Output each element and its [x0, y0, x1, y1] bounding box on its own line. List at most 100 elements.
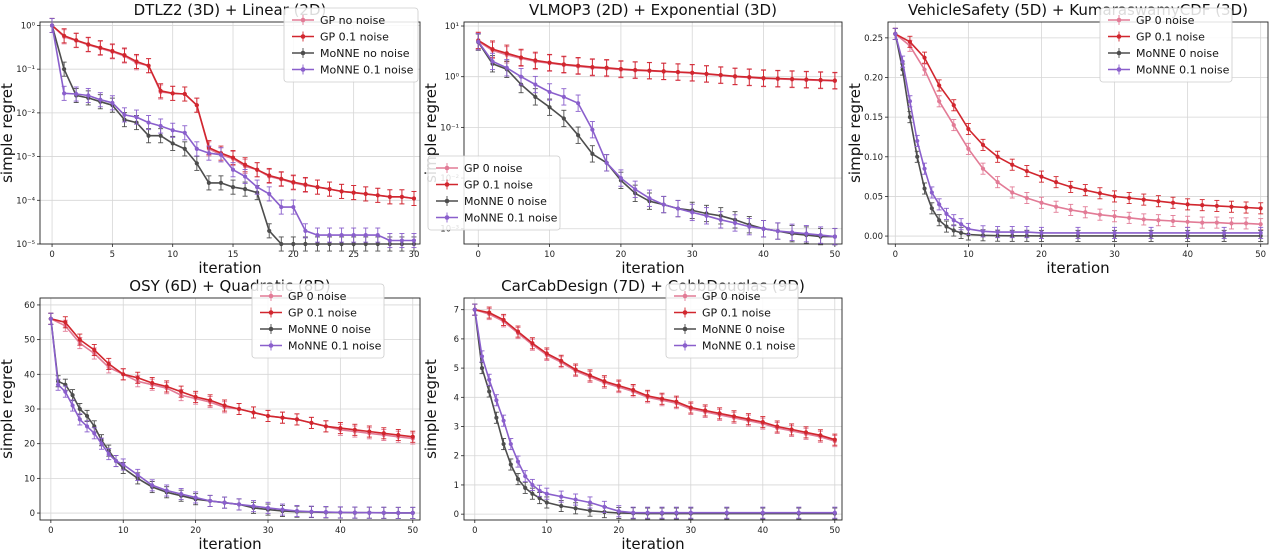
chart3-xtick-label-5: 50	[407, 526, 418, 536]
chart2-series-2-point-6	[937, 218, 942, 223]
chart2-series-1-point-22	[1214, 203, 1219, 209]
chart1-series-2-point-6	[561, 116, 566, 121]
chart0-series-2-point-26	[363, 241, 368, 247]
chart4-series-2-point-1	[479, 366, 485, 371]
chart4-legend-label-0: GP 0 noise	[702, 290, 761, 303]
chart2-series-2-point-8	[951, 228, 956, 233]
chart4-series-1-point-5	[544, 351, 549, 356]
chart0-series-1-point-17	[255, 167, 260, 172]
chart3-series-3-point-21	[280, 507, 285, 512]
chart0-legend-swatch-marker-0	[300, 17, 306, 23]
chart2-ytick-label-3: 0.15	[864, 113, 883, 123]
chart2-ytick-label-4: 0.20	[864, 74, 883, 84]
chart2-series-2-point-5	[929, 206, 934, 211]
chart0-series-1-point-24	[339, 189, 344, 194]
chart1-legend-label-0: GP 0 noise	[464, 162, 523, 175]
chart1-series-3-point-8	[590, 127, 595, 132]
chart4-series-2-point-3	[494, 415, 499, 420]
chart2-series-3-point-8	[951, 218, 956, 223]
chart3-series-1-point-4	[106, 361, 111, 367]
chart2-series-1-point-8	[1010, 162, 1015, 167]
chart0-series-2-point-24	[339, 241, 344, 247]
chart0-legend-box	[283, 7, 419, 83]
chart0-ytick-label-0: 10⁻⁵	[16, 240, 35, 250]
chart2-series-3-point-21	[1258, 230, 1263, 235]
chart3-series-1-point-9	[179, 389, 184, 394]
chart1-series-3-point-17	[718, 217, 723, 222]
chart4-series-3-point-15	[616, 509, 621, 514]
chart2-series-3	[892, 27, 1264, 239]
chart1-legend-label-2: MoNNE 0 noise	[464, 195, 547, 208]
chart2-series-0-point-12	[1068, 207, 1073, 213]
chart1-series-3-line	[477, 41, 835, 238]
chart0-series-1-point-18	[267, 173, 272, 178]
chart3-series-1-point-8	[164, 384, 169, 389]
chart0-series-1-point-30	[411, 196, 417, 201]
chart1-xlabel: iteration	[621, 259, 684, 277]
chart3-series-3	[48, 312, 416, 519]
chart0-series-3-point-11	[182, 130, 187, 135]
chart4-legend-box	[665, 283, 799, 359]
chart3-legend-label-2: MoNNE 0 noise	[288, 323, 371, 336]
chart2-series-0-point-5	[966, 146, 971, 151]
chart4-xtick-label-2: 20	[613, 526, 624, 536]
chart2-series-2-point-4	[922, 186, 927, 191]
chart3-legend-swatch-marker-2	[268, 326, 274, 332]
chart1-series-1-point-6	[561, 62, 566, 67]
chart4-series-2-point-11	[559, 503, 564, 509]
chart2-legend-label-2: MoNNE 0 noise	[1136, 47, 1219, 60]
chart2-series-0-point-8	[1010, 190, 1015, 195]
chart2-series-3-point-1	[900, 59, 905, 64]
chart4-legend-swatch-marker-3	[682, 343, 688, 348]
chart0-series-2-point-8	[146, 133, 151, 138]
chart4-series-3	[472, 303, 838, 519]
chart3-xlabel: iteration	[198, 535, 261, 552]
chart1-series-3-point-0	[476, 39, 481, 44]
chart2-series-2-point-3	[915, 154, 920, 159]
chart2-series-3-point-11	[980, 229, 986, 234]
chart4-ytick-label-0: 0	[454, 510, 459, 520]
chart4-series-3-point-10	[544, 491, 549, 496]
chart0-series-1-point-11	[182, 91, 187, 97]
chart1-series-1-point-3	[518, 55, 524, 60]
chart2-series-3-point-6	[937, 202, 942, 207]
chart3-series-3-point-19	[251, 504, 256, 509]
chart0-series-3-point-16	[242, 174, 248, 179]
chart1-series-3-point-6	[561, 94, 566, 99]
chart2-series-0-point-24	[1243, 221, 1249, 226]
chart3-legend-swatch-marker-0	[268, 293, 274, 299]
chart1-legend-swatch-marker-0	[444, 165, 450, 171]
chart4-series-1-point-14	[674, 399, 679, 404]
chart0-series-1-point-27	[375, 193, 380, 198]
chart0-legend-swatch-marker-3	[300, 67, 306, 72]
chart1-series-1-point-12	[647, 68, 652, 73]
chart0-series-2-point-23	[327, 241, 332, 247]
chart2-legend-swatch-marker-2	[1116, 50, 1122, 56]
chart3-xtick-label-2: 20	[190, 526, 201, 536]
chart0-series-1-point-15	[230, 155, 236, 160]
chart3-series-3-point-16	[207, 498, 213, 504]
chart2-xtick-label-3: 30	[1109, 250, 1120, 260]
chart2-series-0-point-11	[1053, 204, 1059, 209]
chart0-xlabel: iteration	[198, 259, 261, 277]
chart0-series-3-point-17	[255, 185, 260, 190]
chart0-legend: GP no noise GP 0.1 noise MoNNE no noise MoN…	[283, 7, 419, 83]
chart1-series-2-point-7	[576, 133, 581, 138]
chart2-series-1-point-2	[922, 55, 927, 60]
chart4-series-2-point-4	[501, 441, 506, 447]
chart3-series-3-point-15	[193, 495, 198, 500]
chart4-series-1-point-10	[616, 383, 621, 388]
chart4-series-1-point-16	[703, 408, 708, 413]
chart0-series-2-point-15	[230, 185, 236, 190]
chart2-series-1-point-19	[1170, 200, 1176, 205]
chart1-series-1-point-21	[775, 76, 780, 81]
chart3-series-3-point-13	[164, 488, 169, 493]
chart2-series-1-point-23	[1229, 204, 1234, 209]
chart0-series-1-point-19	[279, 176, 284, 181]
chart3-series-1-point-7	[150, 380, 155, 386]
chart1-series-1-point-13	[661, 69, 666, 74]
chart4-series-1-point-2	[501, 317, 506, 323]
chart2-series-1-point-24	[1243, 205, 1249, 210]
chart0-series-1-point-10	[170, 91, 175, 96]
chart0-series-3-point-12	[194, 146, 199, 151]
